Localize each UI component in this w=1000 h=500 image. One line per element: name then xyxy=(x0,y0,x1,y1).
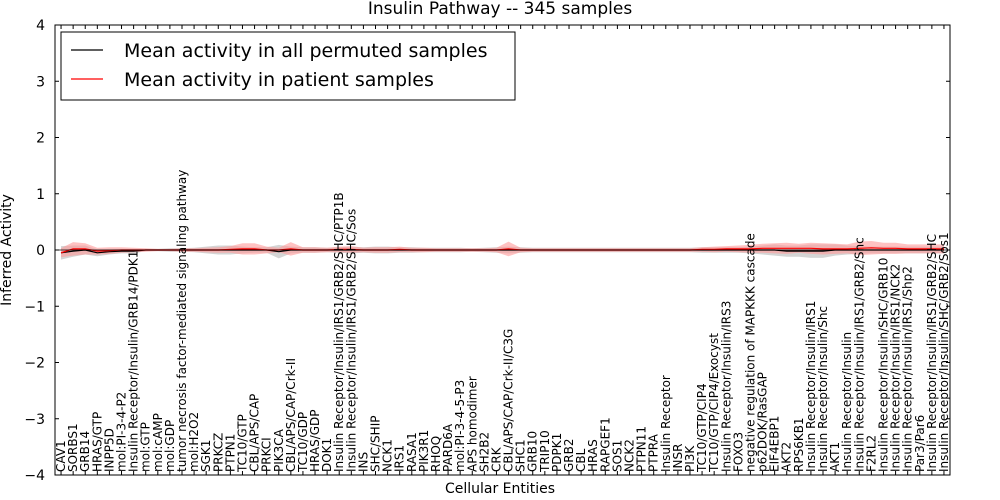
x-tick-label: EIF4EBP1 xyxy=(768,416,782,472)
x-axis-label: Cellular Entities xyxy=(445,481,555,497)
x-tick-label: IRS1 xyxy=(393,445,407,472)
x-tick-label: Par3/Par6 xyxy=(913,415,927,472)
x-tick-label: FOXO3 xyxy=(731,432,745,472)
x-tick-label: NCK2 xyxy=(623,439,637,472)
x-tick-label: PRKCI xyxy=(260,437,274,472)
x-tick-label: F2RL2 xyxy=(864,435,878,472)
x-tick-label: negative regulation of MAPKKK cascade xyxy=(743,233,757,472)
x-tick-label: Insulin Receptor/Insulin/SHC/GRB2/Sos1 xyxy=(937,232,951,472)
x-tick-label: RHOQ xyxy=(429,436,443,472)
x-tick-label: HRAS/GTP xyxy=(90,412,104,472)
x-tick-label: p62DOK/RasGAP xyxy=(756,372,770,472)
x-tick-label: PTPRA xyxy=(647,433,661,472)
x-tick-label: CRK xyxy=(490,446,504,472)
x-tick-label: CBL xyxy=(574,448,588,472)
x-tick-label: mol:PI-3-4-P2 xyxy=(115,392,129,472)
x-tick-label: mol:H2O2 xyxy=(187,412,201,472)
x-tick-label: PIK3R1 xyxy=(417,430,431,472)
x-tick-label: PRKCZ xyxy=(211,433,225,472)
x-tick-label: Insulin Receptor/Insulin/IRS1/NCK2 xyxy=(889,264,903,472)
y-axis-label: Inferred Activity xyxy=(0,194,15,306)
x-tick-label: RAPGEF1 xyxy=(598,417,612,472)
x-tick-label: PARD6A xyxy=(441,423,455,472)
x-tick-label: mol:cAMP xyxy=(151,413,165,472)
y-tick-label: −1 xyxy=(24,299,45,315)
x-tick-label: PDPK1 xyxy=(550,433,564,472)
x-tick-label: mol:GTP xyxy=(139,422,153,472)
x-tick-label: CBL/APS/CAP/Crk-II xyxy=(284,358,298,472)
x-tick-label: mol:GDP xyxy=(163,420,177,472)
x-tick-label: Insulin Receptor/Insulin/GRB14/PDK1 xyxy=(127,251,141,472)
x-tick-label: Insulin Receptor/Insulin/IRS3 xyxy=(719,301,733,472)
legend: Mean activity in all permuted samples Me… xyxy=(60,31,516,101)
x-tick-label: tumor necrosis factor-mediated signaling… xyxy=(175,170,189,472)
x-tick-label: Insulin Receptor xyxy=(659,375,673,472)
x-tick-label: RASA1 xyxy=(405,432,419,472)
y-tick-label: 4 xyxy=(36,18,45,34)
y-tick-label: −4 xyxy=(24,468,45,484)
y-tick-label: 2 xyxy=(36,131,45,147)
x-tick-label: SGK1 xyxy=(199,440,213,472)
x-tick-label: TC10/GTP/CIP4/Exocyst xyxy=(707,333,721,473)
x-tick-label: PI3K xyxy=(683,445,697,472)
x-tick-label: INS xyxy=(356,452,370,472)
x-tick-label: GRB10 xyxy=(526,431,540,472)
x-tick-label: INPP5D xyxy=(102,428,116,472)
y-tick-label: 0 xyxy=(36,243,45,259)
legend-box xyxy=(60,31,516,101)
x-tick-label: mol:PI-3-4-5-P3 xyxy=(453,380,467,472)
y-axis: 4 3 2 1 0 −1 −2 −3 −4 xyxy=(24,18,950,484)
x-tick-label: Insulin Receptor/Insulin xyxy=(840,332,854,472)
x-axis: CAV1SORBS1GRB14HRAS/GTPINPP5Dmol:PI-3-4-… xyxy=(54,25,951,475)
x-tick-label: PTPN1 xyxy=(223,434,237,472)
x-tick-label: CBL/APS/CAP xyxy=(248,394,262,472)
x-tick-label: Insulin Receptor/Insulin/IRS1/Shp2 xyxy=(901,266,915,472)
x-tick-label: GRB14 xyxy=(78,431,92,472)
x-tick-label: RPS6KB1 xyxy=(792,417,806,472)
x-tick-label: TC10/GTP/CIP4 xyxy=(695,383,709,473)
x-tick-label: NCK1 xyxy=(381,439,395,472)
chart-title: Insulin Pathway -- 345 samples xyxy=(368,0,633,19)
legend-label-patient: Mean activity in patient samples xyxy=(124,69,434,91)
x-tick-label: GRB2 xyxy=(562,438,576,472)
x-tick-label: TC10/GDP xyxy=(296,412,310,473)
x-tick-label: CAV1 xyxy=(54,440,68,472)
x-tick-label: AKT2 xyxy=(780,442,794,472)
x-tick-label: Insulin Receptor/Insulin/IRS1/GRB2/Shc xyxy=(852,237,866,472)
x-tick-label: SHC/SHIP xyxy=(369,416,383,472)
x-tick-label: SOS1 xyxy=(610,440,624,472)
x-tick-label: TC10/GTP xyxy=(236,414,250,473)
x-tick-label: Insulin Receptor/Insulin/SHC/GRB10 xyxy=(877,258,891,472)
x-tick-label: SORBS1 xyxy=(66,423,80,472)
x-tick-label: SH2B2 xyxy=(477,432,491,472)
x-tick-label: HRAS xyxy=(586,439,600,472)
x-tick-label: SHC1 xyxy=(514,439,528,472)
x-tick-label: Insulin Receptor/Insulin/IRS1/GRB2/SHC/S… xyxy=(344,209,358,472)
y-tick-label: −2 xyxy=(24,356,45,372)
x-tick-label: APS homodimer xyxy=(465,376,479,472)
x-tick-label: AKT1 xyxy=(828,442,842,472)
y-tick-label: 1 xyxy=(36,187,45,203)
y-tick-label: 3 xyxy=(36,74,45,90)
x-tick-label: PIK3CA xyxy=(272,428,286,472)
x-tick-label: PTPN11 xyxy=(635,426,649,472)
x-tick-label: Insulin Receptor/Insulin/IRS1 xyxy=(804,301,818,472)
x-tick-label: Insulin Receptor/Insulin/Shc xyxy=(816,306,830,472)
x-tick-label: TRIP10 xyxy=(538,430,552,473)
x-tick-label: INSR xyxy=(671,444,685,472)
x-tick-label: Insulin Receptor/Insulin/IRS1/GRB2/SHC/P… xyxy=(332,192,346,472)
legend-label-permuted: Mean activity in all permuted samples xyxy=(124,40,487,62)
x-tick-label: Insulin Receptor/Insulin/IRS1/GRB2/SHC xyxy=(925,234,939,472)
x-tick-label: DOK1 xyxy=(320,438,334,472)
x-tick-label: HRAS/GDP xyxy=(308,409,322,472)
x-tick-label: CBL/APS/CAP/Crk-II/C3G xyxy=(502,329,516,472)
y-tick-label: −3 xyxy=(24,412,45,428)
